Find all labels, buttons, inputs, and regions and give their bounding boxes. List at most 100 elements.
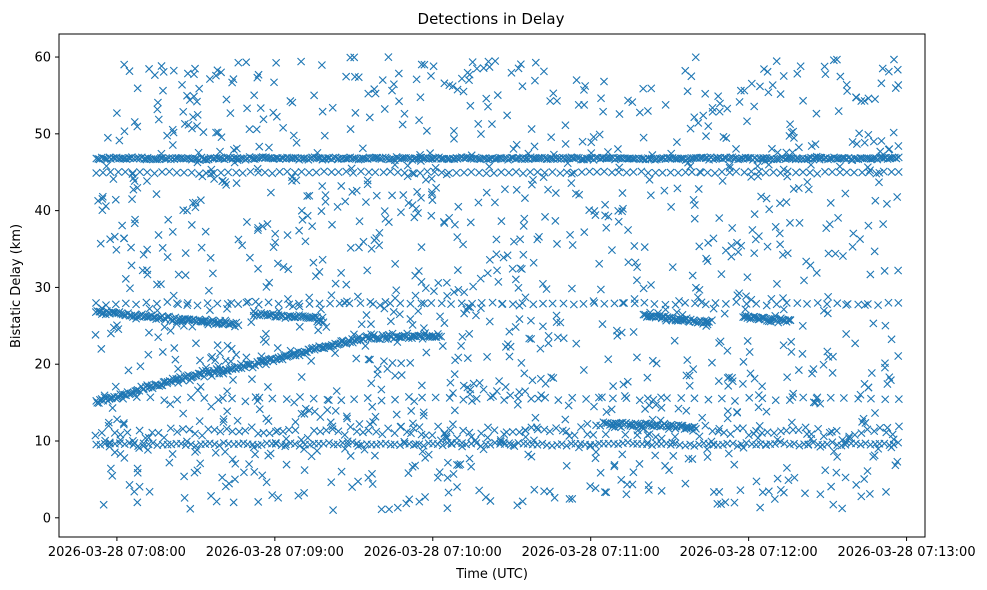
data-point: [513, 501, 522, 510]
data-point: [168, 227, 177, 236]
data-point: [577, 423, 586, 432]
data-point: [440, 79, 449, 88]
data-point: [222, 304, 231, 313]
data-point: [417, 381, 426, 390]
data-point: [487, 120, 496, 129]
data-point: [216, 427, 225, 436]
data-point: [421, 453, 430, 462]
data-point: [183, 299, 192, 307]
data-point: [744, 154, 753, 163]
data-point: [326, 299, 335, 308]
data-point: [96, 239, 105, 248]
data-point: [207, 169, 215, 178]
data-point: [591, 211, 600, 220]
data-point: [337, 467, 346, 476]
data-point: [545, 427, 554, 436]
data-point: [108, 404, 117, 413]
data-point: [514, 64, 523, 73]
data-point: [234, 364, 243, 372]
data-point: [177, 439, 186, 448]
data-point: [526, 168, 535, 177]
data-point: [348, 187, 357, 196]
data-point: [372, 234, 381, 243]
data-point: [721, 498, 730, 507]
data-point: [348, 483, 357, 492]
data-point: [369, 299, 377, 308]
data-point: [408, 419, 417, 428]
data-point: [301, 347, 310, 356]
data-point: [301, 237, 310, 246]
data-point: [882, 487, 890, 496]
data-point: [881, 321, 890, 330]
data-point: [583, 419, 592, 428]
data-point: [463, 68, 472, 77]
data-point: [515, 315, 524, 324]
data-point: [427, 211, 436, 220]
data-point: [171, 355, 180, 364]
data-point: [213, 341, 222, 350]
data-point: [804, 185, 813, 194]
data-point: [468, 396, 476, 405]
data-point: [708, 427, 717, 436]
data-point: [723, 104, 732, 113]
data-point: [388, 191, 397, 200]
data-point: [526, 316, 535, 325]
data-point: [202, 155, 211, 164]
data-point: [578, 137, 587, 146]
data-point: [244, 360, 252, 369]
data-point: [300, 466, 309, 475]
data-point: [589, 430, 598, 439]
data-point: [404, 469, 413, 478]
data-point: [863, 163, 872, 172]
data-point: [310, 91, 319, 100]
data-point: [788, 148, 797, 157]
data-point: [404, 392, 413, 401]
data-point: [688, 271, 697, 280]
data-point: [617, 423, 626, 432]
data-point: [234, 58, 243, 67]
data-point: [743, 336, 752, 345]
data-point: [369, 417, 378, 426]
data-point: [782, 148, 791, 157]
series-11: [92, 392, 903, 406]
data-point: [486, 440, 495, 449]
data-point: [427, 298, 436, 307]
data-point: [474, 198, 483, 207]
data-point: [714, 377, 723, 386]
data-point: [804, 440, 813, 449]
data-point: [826, 198, 835, 207]
data-point: [411, 271, 420, 280]
data-point: [271, 427, 280, 436]
data-point: [313, 148, 322, 157]
data-point: [275, 167, 284, 176]
data-point: [845, 432, 854, 441]
data-point: [327, 291, 336, 300]
data-point: [284, 265, 293, 274]
data-point: [745, 393, 754, 402]
data-point: [516, 235, 525, 244]
data-point: [524, 149, 533, 158]
data-point: [789, 185, 798, 194]
data-point: [198, 431, 207, 440]
data-point: [230, 475, 239, 484]
data-point: [92, 169, 101, 178]
data-point: [756, 503, 765, 512]
data-point: [532, 423, 541, 432]
data-point: [367, 244, 376, 253]
data-point: [531, 58, 540, 67]
data-point: [305, 299, 314, 308]
data-point: [615, 163, 624, 172]
data-point: [101, 436, 110, 445]
data-point: [376, 301, 385, 310]
data-point: [218, 177, 227, 186]
data-point: [400, 109, 409, 118]
data-point: [597, 94, 606, 103]
data-point: [229, 375, 238, 384]
data-point: [178, 80, 187, 89]
data-point: [288, 302, 297, 311]
data-point: [307, 356, 316, 365]
data-point: [629, 168, 638, 177]
data-point: [297, 206, 306, 215]
data-point: [457, 341, 466, 350]
data-point: [286, 97, 295, 106]
